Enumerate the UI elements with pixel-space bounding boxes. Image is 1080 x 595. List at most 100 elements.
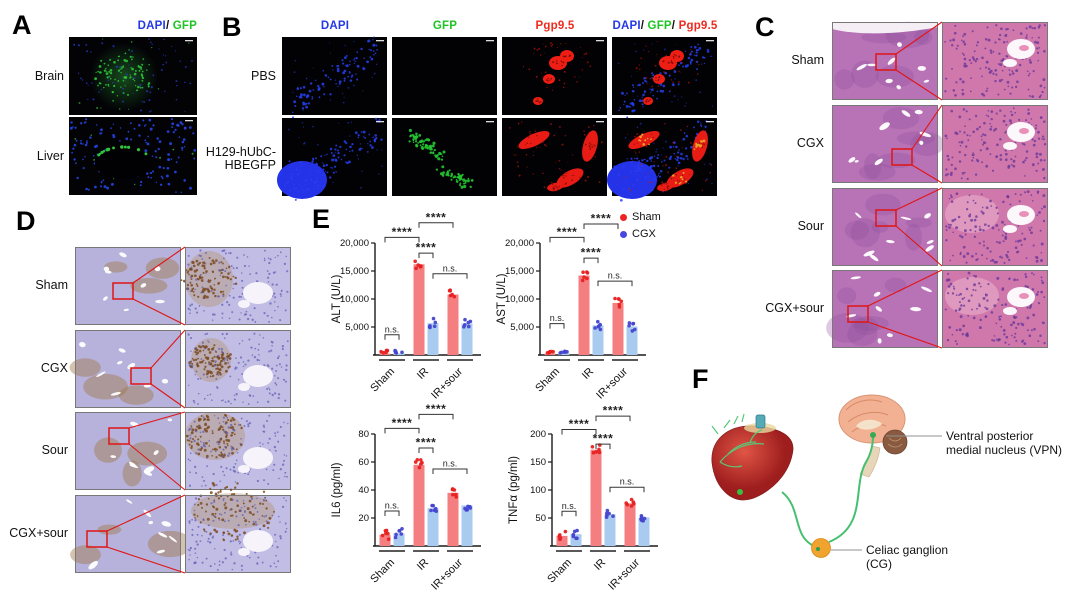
data-point: [429, 508, 433, 513]
y-tick-label: 100: [530, 485, 546, 496]
data-point: [433, 320, 438, 325]
bar-Sham-Sham: [379, 353, 391, 355]
panel-b-column-header-0: DAPI: [280, 20, 390, 32]
data-point: [420, 460, 424, 465]
dapi-h129-image: [277, 117, 387, 201]
zoom-connector-top: [895, 21, 943, 55]
merge-pbs-image: [612, 37, 717, 121]
significance-label: n.s.: [562, 501, 577, 511]
data-point: [596, 324, 601, 329]
x-category-label: IR+sour: [594, 365, 630, 401]
row-label-liver: Liver: [36, 149, 64, 163]
significance-label: ****: [426, 210, 447, 224]
data-point: [596, 319, 600, 324]
data-point: [639, 515, 644, 520]
data-point: [597, 450, 602, 455]
bar-Sham-CGX: [570, 534, 582, 546]
row-label-d-cgx: CGX: [40, 361, 68, 375]
x-category-label: Sham: [368, 366, 397, 395]
zoom-image: [942, 270, 1048, 348]
zoom-image: [942, 105, 1048, 183]
chart-legend: Sham CGX: [620, 211, 661, 245]
data-point: [397, 528, 402, 533]
scale-bar: [185, 120, 193, 122]
data-point: [386, 537, 391, 541]
legend-item-sham: Sham: [620, 211, 661, 223]
data-point: [590, 445, 595, 449]
chart-alt-u-l-: 5,000 10,000 15,000 20,000 ALT (U/L) Sham IRIR…: [331, 210, 481, 402]
data-point: [616, 297, 621, 301]
channel-label: /: [640, 20, 645, 32]
panel-label-d: D: [16, 206, 36, 236]
significance-bracket: [418, 413, 454, 420]
bar-IR+sour-Sham: [612, 302, 624, 355]
ihc-row-sham: [75, 246, 291, 326]
annotation-vpn-line-0: Ventral posterior: [946, 429, 1033, 443]
bar-IR-CGX: [427, 323, 439, 355]
data-point: [399, 532, 404, 536]
x-category-label: IR+sour: [429, 556, 465, 592]
zoom-region-rect: [86, 530, 108, 548]
zoom-region-rect: [891, 148, 913, 166]
bar-IR+sour-CGX: [461, 323, 473, 355]
y-tick-label: 5,000: [345, 322, 369, 333]
channel-label: DAPI: [320, 20, 350, 32]
scale-bar: [706, 121, 714, 123]
scale-bar: [486, 40, 494, 42]
he-row-sham: [832, 21, 1048, 101]
data-point: [419, 458, 423, 462]
data-point: [558, 536, 563, 540]
data-point: [414, 266, 418, 271]
data-point: [617, 302, 622, 307]
data-point: [463, 323, 467, 327]
data-point: [384, 531, 388, 536]
pgp95-h129-image: [502, 118, 607, 196]
x-category-label: IR: [592, 557, 608, 573]
he-row-cgx-sour: [826, 269, 1048, 349]
significance-label: n.s.: [443, 459, 458, 469]
bar-IR-Sham: [413, 264, 425, 355]
data-point: [627, 323, 631, 328]
row-label-pbs: PBS: [250, 69, 276, 83]
data-point: [591, 450, 596, 455]
bar-Sham-CGX: [393, 353, 405, 355]
significance-bracket: [595, 443, 611, 450]
zoom-connector-top: [128, 411, 186, 429]
data-point: [631, 322, 635, 326]
legend-label: CGX: [632, 228, 656, 240]
y-tick-label: 20,000: [340, 238, 369, 249]
bar-IR-Sham: [590, 449, 602, 546]
zoom-image: [185, 481, 291, 573]
dapi-pbs-image: [282, 36, 387, 119]
data-point: [452, 488, 457, 492]
data-point: [604, 515, 609, 519]
data-point: [384, 528, 389, 533]
channel-label: GFP: [169, 20, 197, 32]
legend-dot-icon: [620, 230, 627, 238]
y-tick-label: 10,000: [340, 294, 369, 305]
data-point: [450, 292, 454, 297]
data-point: [629, 504, 634, 508]
zoom-region-rect: [108, 427, 130, 445]
significance-label: n.s.: [443, 263, 458, 273]
significance-label: ****: [591, 212, 612, 226]
y-tick-label: 15,000: [340, 266, 369, 277]
data-point: [466, 320, 471, 325]
data-point: [393, 350, 398, 355]
cerebellum-icon: [882, 429, 908, 455]
panel-b-column-header-3: DAPI/ GFP/ Pgp9.5: [610, 20, 720, 32]
vessel-stub-icon: [755, 414, 766, 429]
y-axis-label: ALT (U/L): [331, 274, 343, 323]
data-point: [467, 324, 471, 329]
vpn-marker: [870, 432, 876, 438]
significance-bracket: [418, 252, 434, 259]
zoom-connector-bottom: [911, 164, 943, 184]
y-tick-label: 200: [530, 429, 546, 440]
legend-dot-icon: [620, 213, 627, 221]
bar-IR-CGX: [604, 514, 616, 546]
y-tick-label: 150: [530, 457, 546, 468]
panel-b-column-header-2: Pgp9.5: [500, 20, 610, 32]
data-point: [454, 495, 458, 499]
